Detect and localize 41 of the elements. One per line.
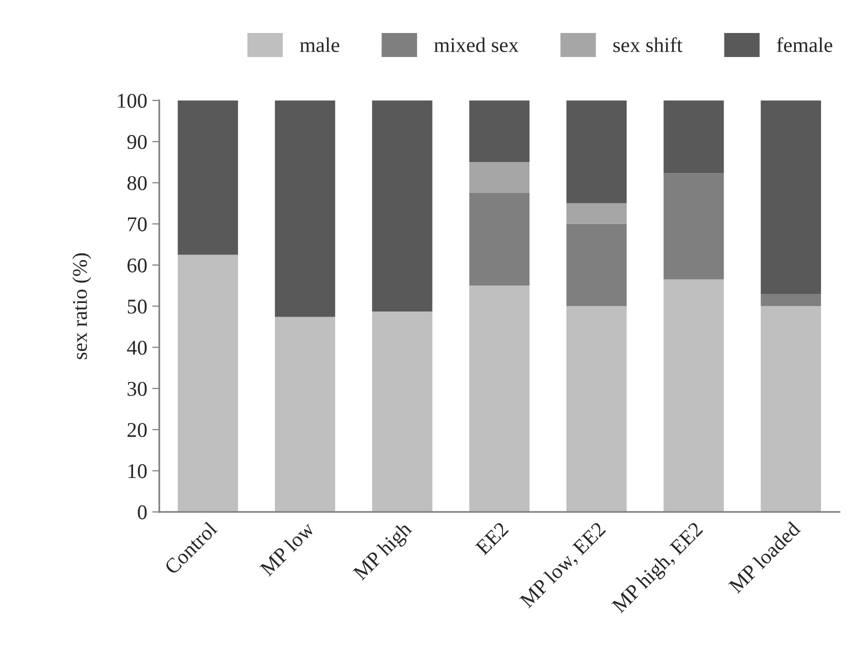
bar	[372, 312, 432, 512]
x-tick-label: MP low, EE2	[518, 521, 608, 611]
y-tick-label: 10	[128, 464, 147, 478]
bar	[664, 279, 724, 512]
bar	[566, 224, 627, 306]
x-tick-label: MP low	[258, 520, 316, 577]
bar	[760, 100, 822, 294]
y-tick-label: 70	[128, 217, 147, 232]
bar	[372, 100, 432, 312]
bar	[664, 173, 724, 280]
y-tick-label: 20	[128, 423, 147, 438]
y-tick-label: 50	[128, 300, 147, 314]
bar	[566, 306, 627, 512]
bar	[760, 294, 822, 306]
bar	[566, 203, 627, 224]
bar	[760, 306, 822, 512]
legend-label: sex shift	[613, 37, 682, 52]
y-tick-label: 60	[128, 258, 147, 272]
legend-label: mixed sex	[434, 37, 519, 52]
x-tick-label: MP high	[352, 520, 416, 584]
bar	[566, 100, 627, 204]
y-tick-label: 80	[127, 176, 147, 190]
bar	[469, 193, 530, 286]
y-axis-title: sex ratio (%)	[72, 253, 92, 360]
bar	[274, 316, 336, 512]
bar	[178, 254, 238, 512]
y-tick-label: 90	[127, 134, 147, 150]
bar	[274, 100, 336, 317]
bar	[178, 100, 238, 255]
bar	[664, 100, 724, 174]
legend-label: female	[776, 37, 832, 52]
x-tick-label: MP high, EE2	[610, 521, 706, 617]
bar	[469, 162, 530, 194]
bar	[469, 100, 530, 162]
bar	[469, 286, 530, 512]
y-tick-label: 0	[138, 505, 147, 520]
y-tick-label: 30	[128, 382, 147, 396]
y-tick-label: 100	[118, 94, 147, 108]
y-tick-label: 40	[127, 340, 147, 355]
legend-label: male	[300, 37, 340, 52]
x-tick-label: EE2	[474, 522, 509, 556]
